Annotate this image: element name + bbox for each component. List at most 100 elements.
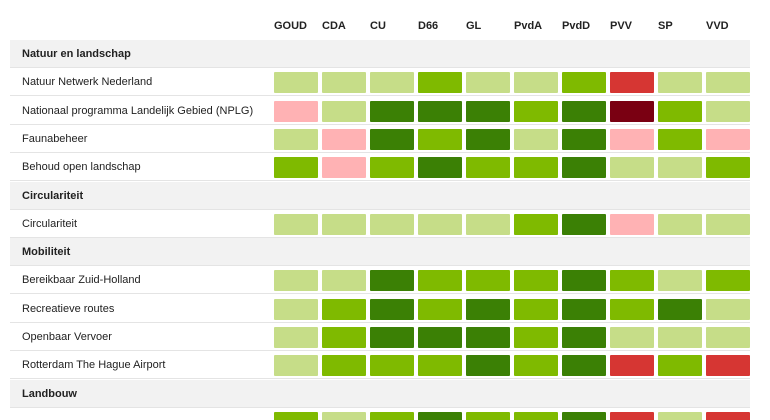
score-cell-gl[interactable] — [466, 72, 510, 94]
score-cell-cda[interactable] — [322, 355, 366, 377]
score-cell-sp[interactable] — [658, 298, 702, 320]
score-cell-goud[interactable] — [274, 100, 318, 122]
score-cell-pvdd[interactable] — [562, 355, 606, 377]
score-cell-vvd[interactable] — [706, 100, 750, 122]
score-cell-pvv[interactable] — [610, 411, 654, 420]
score-cell-cda[interactable] — [322, 298, 366, 320]
score-cell-cu[interactable] — [370, 157, 414, 179]
score-cell-gl[interactable] — [466, 100, 510, 122]
score-cell-vvd[interactable] — [706, 355, 750, 377]
score-cell-pvv[interactable] — [610, 355, 654, 377]
score-cell-pvv[interactable] — [610, 72, 654, 94]
score-cell-d66[interactable] — [418, 327, 462, 348]
score-cell-d66[interactable] — [418, 213, 462, 235]
score-cell-pvdd[interactable] — [562, 411, 606, 420]
score-cell-gl[interactable] — [466, 270, 510, 292]
score-cell-pvda[interactable] — [514, 72, 558, 94]
score-cell-pvda[interactable] — [514, 100, 558, 122]
score-cell-goud[interactable] — [274, 411, 318, 420]
score-cell-d66[interactable] — [418, 157, 462, 179]
score-cell-sp[interactable] — [658, 355, 702, 377]
score-cell-sp[interactable] — [658, 411, 702, 420]
score-cell-goud[interactable] — [274, 213, 318, 235]
score-cell-cu[interactable] — [370, 213, 414, 235]
score-cell-pvda[interactable] — [514, 157, 558, 179]
score-cell-pvdd[interactable] — [562, 213, 606, 235]
score-cell-pvv[interactable] — [610, 213, 654, 235]
score-cell-sp[interactable] — [658, 157, 702, 179]
score-cell-sp[interactable] — [658, 213, 702, 235]
score-cell-cda[interactable] — [322, 72, 366, 94]
score-cell-vvd[interactable] — [706, 270, 750, 292]
score-cell-sp[interactable] — [658, 327, 702, 348]
score-cell-cda[interactable] — [322, 411, 366, 420]
score-cell-pvv[interactable] — [610, 157, 654, 179]
score-cell-gl[interactable] — [466, 327, 510, 348]
score-cell-cu[interactable] — [370, 270, 414, 292]
score-cell-d66[interactable] — [418, 298, 462, 320]
score-cell-sp[interactable] — [658, 128, 702, 150]
score-cell-goud[interactable] — [274, 355, 318, 377]
score-cell-goud[interactable] — [274, 72, 318, 94]
score-cell-pvv[interactable] — [610, 128, 654, 150]
score-cell-vvd[interactable] — [706, 327, 750, 348]
score-cell-vvd[interactable] — [706, 298, 750, 320]
score-cell-sp[interactable] — [658, 100, 702, 122]
score-cell-d66[interactable] — [418, 411, 462, 420]
score-cell-cu[interactable] — [370, 128, 414, 150]
score-cell-d66[interactable] — [418, 72, 462, 94]
score-cell-cda[interactable] — [322, 213, 366, 235]
score-cell-pvda[interactable] — [514, 327, 558, 348]
score-cell-vvd[interactable] — [706, 128, 750, 150]
score-cell-cda[interactable] — [322, 270, 366, 292]
score-cell-pvdd[interactable] — [562, 270, 606, 292]
score-cell-pvdd[interactable] — [562, 128, 606, 150]
score-cell-goud[interactable] — [274, 157, 318, 179]
score-cell-pvdd[interactable] — [562, 72, 606, 94]
score-cell-pvda[interactable] — [514, 411, 558, 420]
score-cell-cu[interactable] — [370, 72, 414, 94]
score-cell-pvda[interactable] — [514, 270, 558, 292]
score-cell-pvv[interactable] — [610, 298, 654, 320]
score-cell-cu[interactable] — [370, 100, 414, 122]
score-cell-gl[interactable] — [466, 411, 510, 420]
score-cell-cu[interactable] — [370, 411, 414, 420]
score-cell-pvv[interactable] — [610, 100, 654, 122]
score-cell-cda[interactable] — [322, 128, 366, 150]
score-cell-pvda[interactable] — [514, 355, 558, 377]
score-cell-pvv[interactable] — [610, 327, 654, 348]
score-cell-goud[interactable] — [274, 128, 318, 150]
score-cell-vvd[interactable] — [706, 72, 750, 94]
score-cell-pvdd[interactable] — [562, 298, 606, 320]
score-cell-goud[interactable] — [274, 298, 318, 320]
score-cell-vvd[interactable] — [706, 213, 750, 235]
score-cell-pvda[interactable] — [514, 213, 558, 235]
score-cell-d66[interactable] — [418, 100, 462, 122]
score-cell-gl[interactable] — [466, 213, 510, 235]
score-cell-cu[interactable] — [370, 355, 414, 377]
score-cell-d66[interactable] — [418, 355, 462, 377]
score-cell-gl[interactable] — [466, 355, 510, 377]
score-cell-vvd[interactable] — [706, 157, 750, 179]
score-cell-gl[interactable] — [466, 128, 510, 150]
score-cell-gl[interactable] — [466, 157, 510, 179]
score-cell-pvda[interactable] — [514, 298, 558, 320]
score-cell-d66[interactable] — [418, 270, 462, 292]
score-cell-gl[interactable] — [466, 298, 510, 320]
score-cell-goud[interactable] — [274, 327, 318, 348]
score-cell-cu[interactable] — [370, 298, 414, 320]
score-cell-cda[interactable] — [322, 100, 366, 122]
score-cell-d66[interactable] — [418, 128, 462, 150]
score-cell-cu[interactable] — [370, 327, 414, 348]
score-cell-pvv[interactable] — [610, 270, 654, 292]
score-cell-pvda[interactable] — [514, 128, 558, 150]
score-cell-pvdd[interactable] — [562, 100, 606, 122]
score-cell-pvdd[interactable] — [562, 327, 606, 348]
score-cell-sp[interactable] — [658, 270, 702, 292]
score-cell-vvd[interactable] — [706, 411, 750, 420]
score-cell-cda[interactable] — [322, 157, 366, 179]
score-cell-cda[interactable] — [322, 327, 366, 348]
score-cell-pvdd[interactable] — [562, 157, 606, 179]
score-cell-sp[interactable] — [658, 72, 702, 94]
score-cell-goud[interactable] — [274, 270, 318, 292]
